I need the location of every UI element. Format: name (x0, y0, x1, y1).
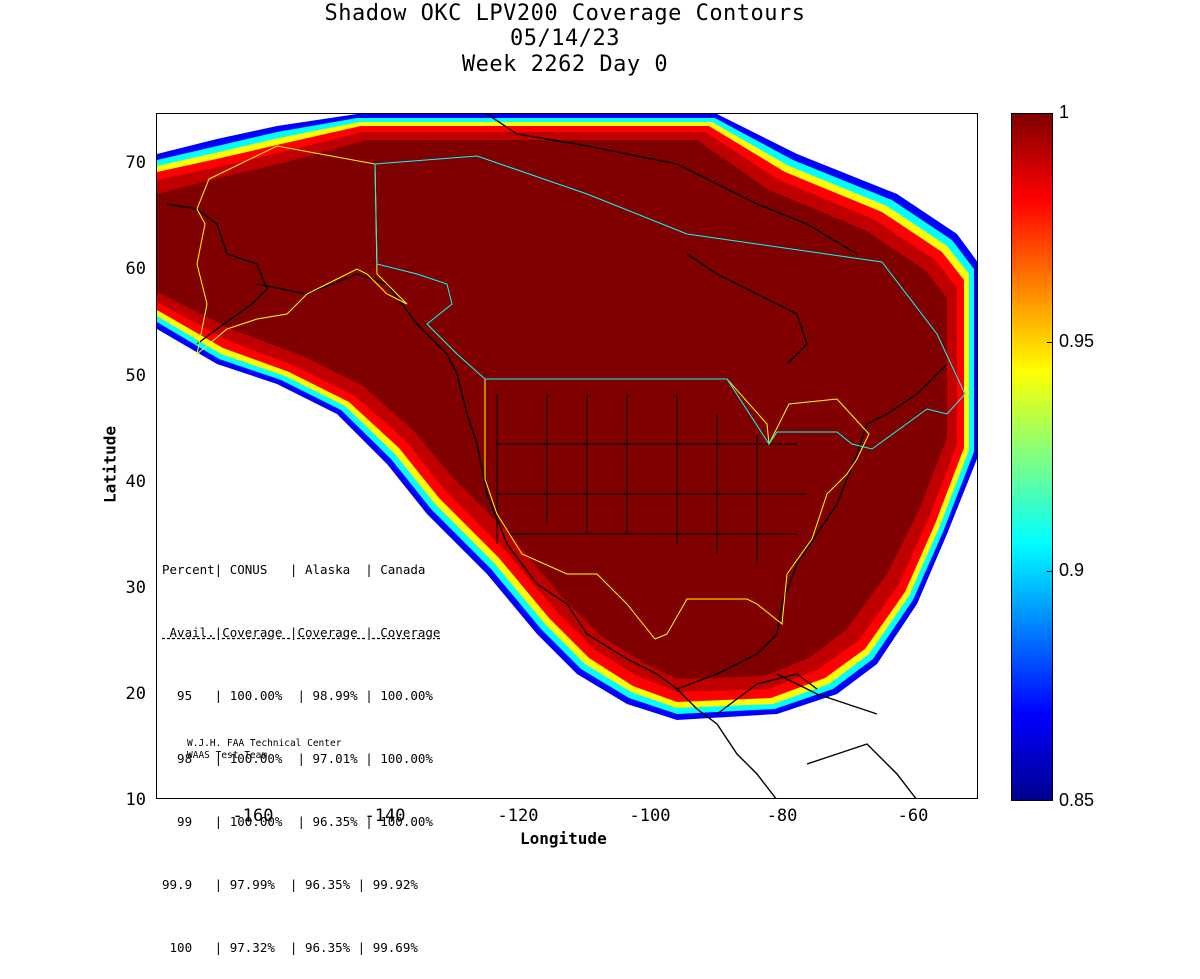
chart-week-day: Week 2262 Day 0 (461, 52, 669, 77)
x-tick-m140: -140 (364, 806, 406, 826)
colorbar-tick (1047, 342, 1053, 343)
x-tick-m100: -100 (629, 806, 671, 826)
credit-line-2: WAAS Test Team (187, 750, 268, 761)
coverage-contour-svg (157, 114, 977, 798)
x-axis-label: Longitude (520, 829, 607, 848)
stats-row-99-9: 99.9 | 97.99% | 96.35% | 99.92% (162, 877, 418, 892)
stats-header-1: Percent| CONUS | Alaska | Canada (162, 562, 426, 577)
stats-row-99: 99 | 100.00% | 96.35% | 100.00% (162, 814, 433, 829)
chart-title: Shadow OKC LPV200 Coverage Contours (324, 1, 806, 26)
y-tick-10: 10 (125, 790, 146, 810)
credit-text: W.J.H. FAA Technical Center WAAS Test Te… (187, 738, 341, 762)
canada-boundary (374, 155, 966, 450)
us-state-lines (496, 394, 807, 564)
y-tick-50: 50 (125, 366, 146, 386)
credit-line-1: W.J.H. FAA Technical Center (187, 738, 342, 749)
y-tick-40: 40 (125, 472, 146, 492)
coverage-map (156, 113, 978, 799)
y-tick-30: 30 (125, 578, 146, 598)
x-tick-m160: -160 (232, 806, 274, 826)
colorbar-tick (1047, 571, 1053, 572)
colorbar-label-0-9: 0.9 (1059, 560, 1085, 580)
us-alaska-boundary (196, 145, 870, 640)
x-tick-m120: -120 (497, 806, 539, 826)
y-tick-70: 70 (125, 153, 146, 173)
colorbar (1011, 113, 1053, 801)
stats-row-100: 100 | 97.32% | 96.35% | 99.69% (162, 940, 418, 955)
colorbar-label-0-85: 0.85 (1059, 790, 1095, 810)
coastline-outline (166, 114, 948, 798)
y-tick-60: 60 (125, 259, 146, 279)
chart-date: 05/14/23 (510, 26, 620, 51)
y-axis-label: Latitude (100, 425, 120, 504)
stats-row-95: 95 | 100.00% | 98.99% | 100.00% (162, 688, 433, 703)
y-tick-20: 20 (125, 684, 146, 704)
x-tick-m60: -60 (897, 806, 929, 826)
colorbar-label-1: 1 (1059, 102, 1070, 122)
x-tick-m80: -80 (766, 806, 798, 826)
colorbar-label-0-95: 0.95 (1059, 331, 1095, 351)
stats-header-2: Avail.|Coverage |Coverage | Coverage (162, 625, 441, 640)
stats-row-98: 98 | 100.00% | 97.01% | 100.00% (162, 751, 433, 766)
